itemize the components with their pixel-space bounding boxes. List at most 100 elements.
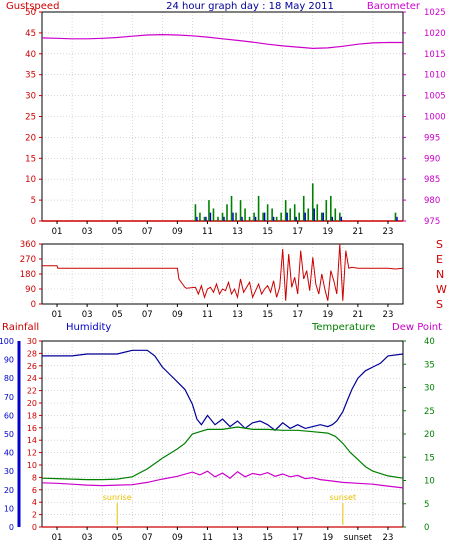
- gust-y-tick-label: 30: [25, 92, 36, 102]
- humidity-legend: Humidity: [66, 322, 111, 333]
- rain-y-tick-label: 14: [27, 436, 37, 445]
- top-x-tick-label: 11: [202, 227, 213, 237]
- temp-y-tick-label: 20: [424, 430, 435, 440]
- compass-label: E: [436, 253, 443, 266]
- mid-x-tick-label: 03: [82, 310, 93, 320]
- mid-x-tick-label: 19: [322, 310, 333, 320]
- gustspeed-label: Gustspeed: [6, 1, 59, 12]
- temperature-legend: Temperature: [311, 322, 375, 333]
- bot-x-tick-label: 05: [112, 533, 123, 543]
- dir-y-tick-label: 90: [25, 285, 36, 295]
- bot-x-tick-label: 11: [202, 533, 213, 543]
- bot-x-tick-label: 13: [232, 533, 243, 543]
- sunset-label: sunset: [330, 493, 357, 502]
- rain-y-tick-label: 6: [32, 486, 37, 495]
- humidity-y-tick-label: 100: [0, 337, 14, 346]
- rain-y-tick-label: 12: [27, 449, 37, 458]
- humidity-y-tick-label: 80: [4, 374, 14, 383]
- mid-x-tick-label: 07: [142, 310, 153, 320]
- gust-y-tick-label: 40: [25, 50, 36, 60]
- compass-label: S: [436, 238, 443, 251]
- humidity-y-tick-label: 40: [4, 449, 14, 458]
- bot-x-tick-label: 19: [322, 533, 333, 543]
- baro-y-tick-label: 985: [424, 175, 440, 185]
- mid-x-tick-label: 09: [172, 310, 183, 320]
- rain-y-tick-label: 0: [32, 523, 37, 532]
- compass-label: S: [436, 298, 443, 311]
- humidity-y-tick-label: 20: [4, 486, 14, 495]
- rain-y-tick-label: 30: [27, 337, 37, 346]
- top-x-tick-label: 15: [262, 227, 273, 237]
- bot-x-tick-label: 17: [292, 533, 303, 543]
- baro-y-tick-label: 1020: [424, 29, 446, 39]
- top-x-tick-label: 21: [352, 227, 363, 237]
- humidity-y-tick-label: 60: [4, 411, 14, 420]
- top-x-tick-label: 09: [172, 227, 183, 237]
- baro-y-tick-label: 980: [424, 196, 440, 206]
- baro-y-tick-label: 990: [424, 154, 440, 164]
- mid-x-tick-label: 23: [383, 310, 394, 320]
- wind-direction-line: [42, 243, 404, 301]
- compass-label: N: [436, 268, 444, 281]
- baro-y-tick-label: 1010: [424, 71, 446, 81]
- humidity-y-tick-label: 10: [4, 504, 14, 513]
- baro-y-tick-label: 995: [424, 133, 440, 143]
- barometer-line: [41, 33, 403, 50]
- mid-x-tick-label: 11: [202, 310, 213, 320]
- rain-y-tick-label: 4: [32, 498, 37, 507]
- compass-label: W: [436, 283, 447, 296]
- top-x-tick-label: 05: [112, 227, 123, 237]
- rain-y-tick-label: 20: [27, 399, 37, 408]
- top-x-tick-label: 01: [52, 227, 63, 237]
- gust-y-tick-label: 50: [25, 8, 36, 18]
- bot-x-tick-label: 15: [262, 533, 273, 543]
- temp-y-tick-label: 25: [424, 407, 435, 417]
- top-x-tick-label: 13: [232, 227, 243, 237]
- gust-y-tick-label: 0: [31, 217, 36, 227]
- barometer-label: Barometer: [367, 1, 421, 12]
- rain-y-tick-label: 24: [27, 374, 37, 383]
- top-x-tick-label: 07: [142, 227, 153, 237]
- bot-x-tick-label: 01: [52, 533, 63, 543]
- humidity-y-tick-label: 0: [9, 523, 14, 532]
- baro-y-tick-label: 1005: [424, 92, 446, 102]
- baro-y-tick-label: 1000: [424, 113, 446, 123]
- temp-y-tick-label: 35: [424, 360, 435, 370]
- dir-y-tick-label: 270: [20, 255, 36, 265]
- gust-y-tick-label: 20: [25, 133, 36, 143]
- baro-y-tick-label: 1015: [424, 50, 446, 60]
- humidity-y-tick-label: 50: [4, 430, 14, 439]
- gust-y-tick-label: 10: [25, 175, 36, 185]
- rain-y-tick-label: 2: [32, 511, 37, 520]
- top-x-tick-label: 17: [292, 227, 303, 237]
- bot-x-tick-label: 07: [142, 533, 153, 543]
- gust-y-tick-label: 45: [25, 29, 36, 39]
- humidity-y-tick-label: 90: [4, 356, 14, 365]
- mid-x-tick-label: 13: [232, 310, 243, 320]
- dew-point-line: [41, 470, 404, 489]
- humidity-y-tick-label: 70: [4, 393, 14, 402]
- temperature-line: [41, 426, 404, 481]
- gust-y-tick-label: 5: [31, 196, 36, 206]
- rain-y-tick-label: 10: [27, 461, 37, 470]
- top-x-tick-label: 23: [383, 227, 394, 237]
- top-x-tick-label: 19: [322, 227, 333, 237]
- rain-y-tick-label: 8: [32, 473, 37, 482]
- rain-y-tick-label: 16: [27, 424, 37, 433]
- dir-y-tick-label: 360: [20, 240, 36, 250]
- temp-y-tick-label: 10: [424, 477, 435, 487]
- rain-y-tick-label: 18: [27, 411, 37, 420]
- sunrise-label: sunrise: [103, 493, 132, 502]
- rainfall-legend: Rainfall: [2, 322, 39, 333]
- temp-y-tick-label: 15: [424, 453, 435, 463]
- dir-y-tick-label: 0: [31, 300, 36, 310]
- baro-y-tick-label: 1025: [424, 8, 446, 18]
- bot-x-tick-label: sunset: [344, 533, 373, 543]
- gust-y-tick-label: 25: [25, 113, 36, 123]
- mid-x-tick-label: 01: [52, 310, 63, 320]
- mid-x-tick-label: 15: [262, 310, 273, 320]
- dew-point-legend: Dew Point: [392, 322, 442, 333]
- gust-y-tick-label: 15: [25, 154, 36, 164]
